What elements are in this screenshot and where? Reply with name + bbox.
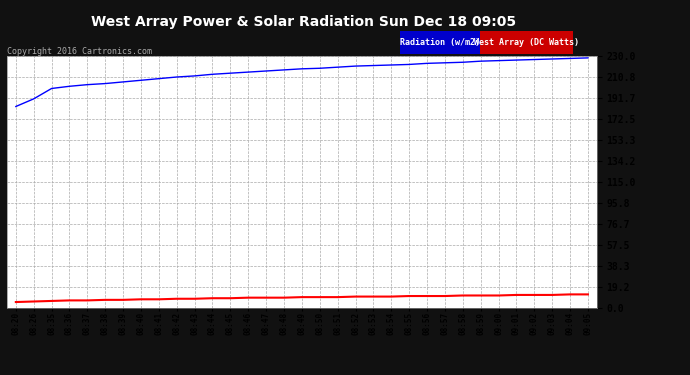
Text: West Array Power & Solar Radiation Sun Dec 18 09:05: West Array Power & Solar Radiation Sun D… [91, 15, 516, 29]
Text: Copyright 2016 Cartronics.com: Copyright 2016 Cartronics.com [7, 47, 152, 56]
Text: West Array (DC Watts): West Array (DC Watts) [473, 38, 579, 47]
Text: Radiation (w/m2): Radiation (w/m2) [400, 38, 480, 47]
